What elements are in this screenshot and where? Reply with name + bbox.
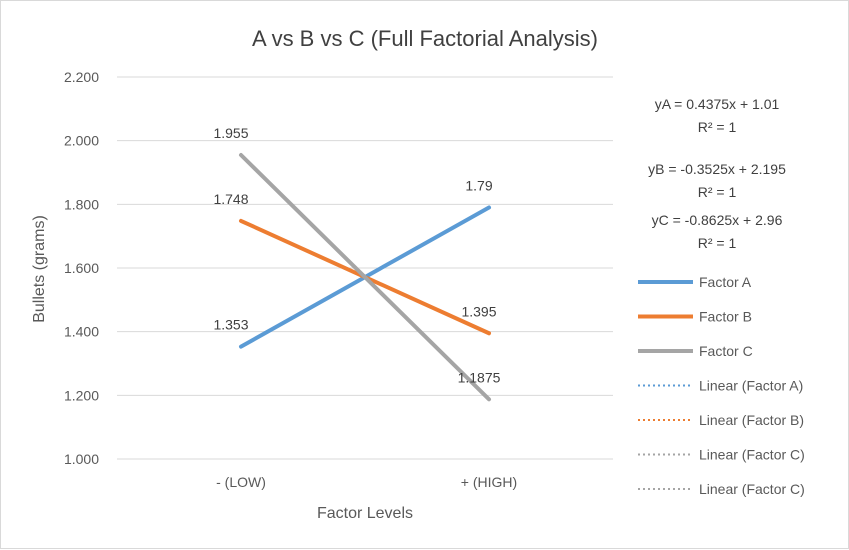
data-label: 1.395 xyxy=(461,303,496,319)
legend-entry: Linear (Factor C) xyxy=(699,481,805,497)
chart-title: A vs B vs C (Full Factorial Analysis) xyxy=(252,26,598,51)
legend-entry: Factor A xyxy=(699,274,752,290)
y-tick-label: 2.200 xyxy=(64,69,99,85)
y-tick-label: 1.400 xyxy=(64,324,99,340)
data-label: 1.748 xyxy=(213,191,248,207)
y-tick-label: 2.000 xyxy=(64,133,99,149)
data-label: 1.353 xyxy=(213,317,248,333)
trendline-r-squared: R² = 1 xyxy=(698,119,737,135)
y-axis-title: Bullets (grams) xyxy=(31,215,48,323)
x-tick-label: + (HIGH) xyxy=(461,474,517,490)
legend-entry: Factor B xyxy=(699,309,752,325)
trendline-r-squared: R² = 1 xyxy=(698,184,737,200)
trendline-r-squared: R² = 1 xyxy=(698,235,737,251)
y-tick-label: 1.200 xyxy=(64,387,99,403)
y-tick-label: 1.600 xyxy=(64,260,99,276)
data-label: 1.79 xyxy=(465,178,492,194)
trendline-equation: yB = -0.3525x + 2.195 xyxy=(648,161,786,177)
legend-entry: Linear (Factor C) xyxy=(699,447,805,463)
x-tick-label: - (LOW) xyxy=(216,474,266,490)
trendline-equation: yA = 0.4375x + 1.01 xyxy=(655,96,780,112)
data-label: 1.1875 xyxy=(458,369,501,385)
legend-entry: Factor C xyxy=(699,343,753,359)
data-label: 1.955 xyxy=(213,125,248,141)
x-axis-title: Factor Levels xyxy=(317,505,413,522)
trendline-equation: yC = -0.8625x + 2.96 xyxy=(652,212,783,228)
legend-entry: Linear (Factor A) xyxy=(699,378,803,394)
legend-entry: Linear (Factor B) xyxy=(699,412,804,428)
y-tick-label: 1.000 xyxy=(64,451,99,467)
series-line-factor-c xyxy=(239,152,491,402)
y-tick-label: 1.800 xyxy=(64,196,99,212)
